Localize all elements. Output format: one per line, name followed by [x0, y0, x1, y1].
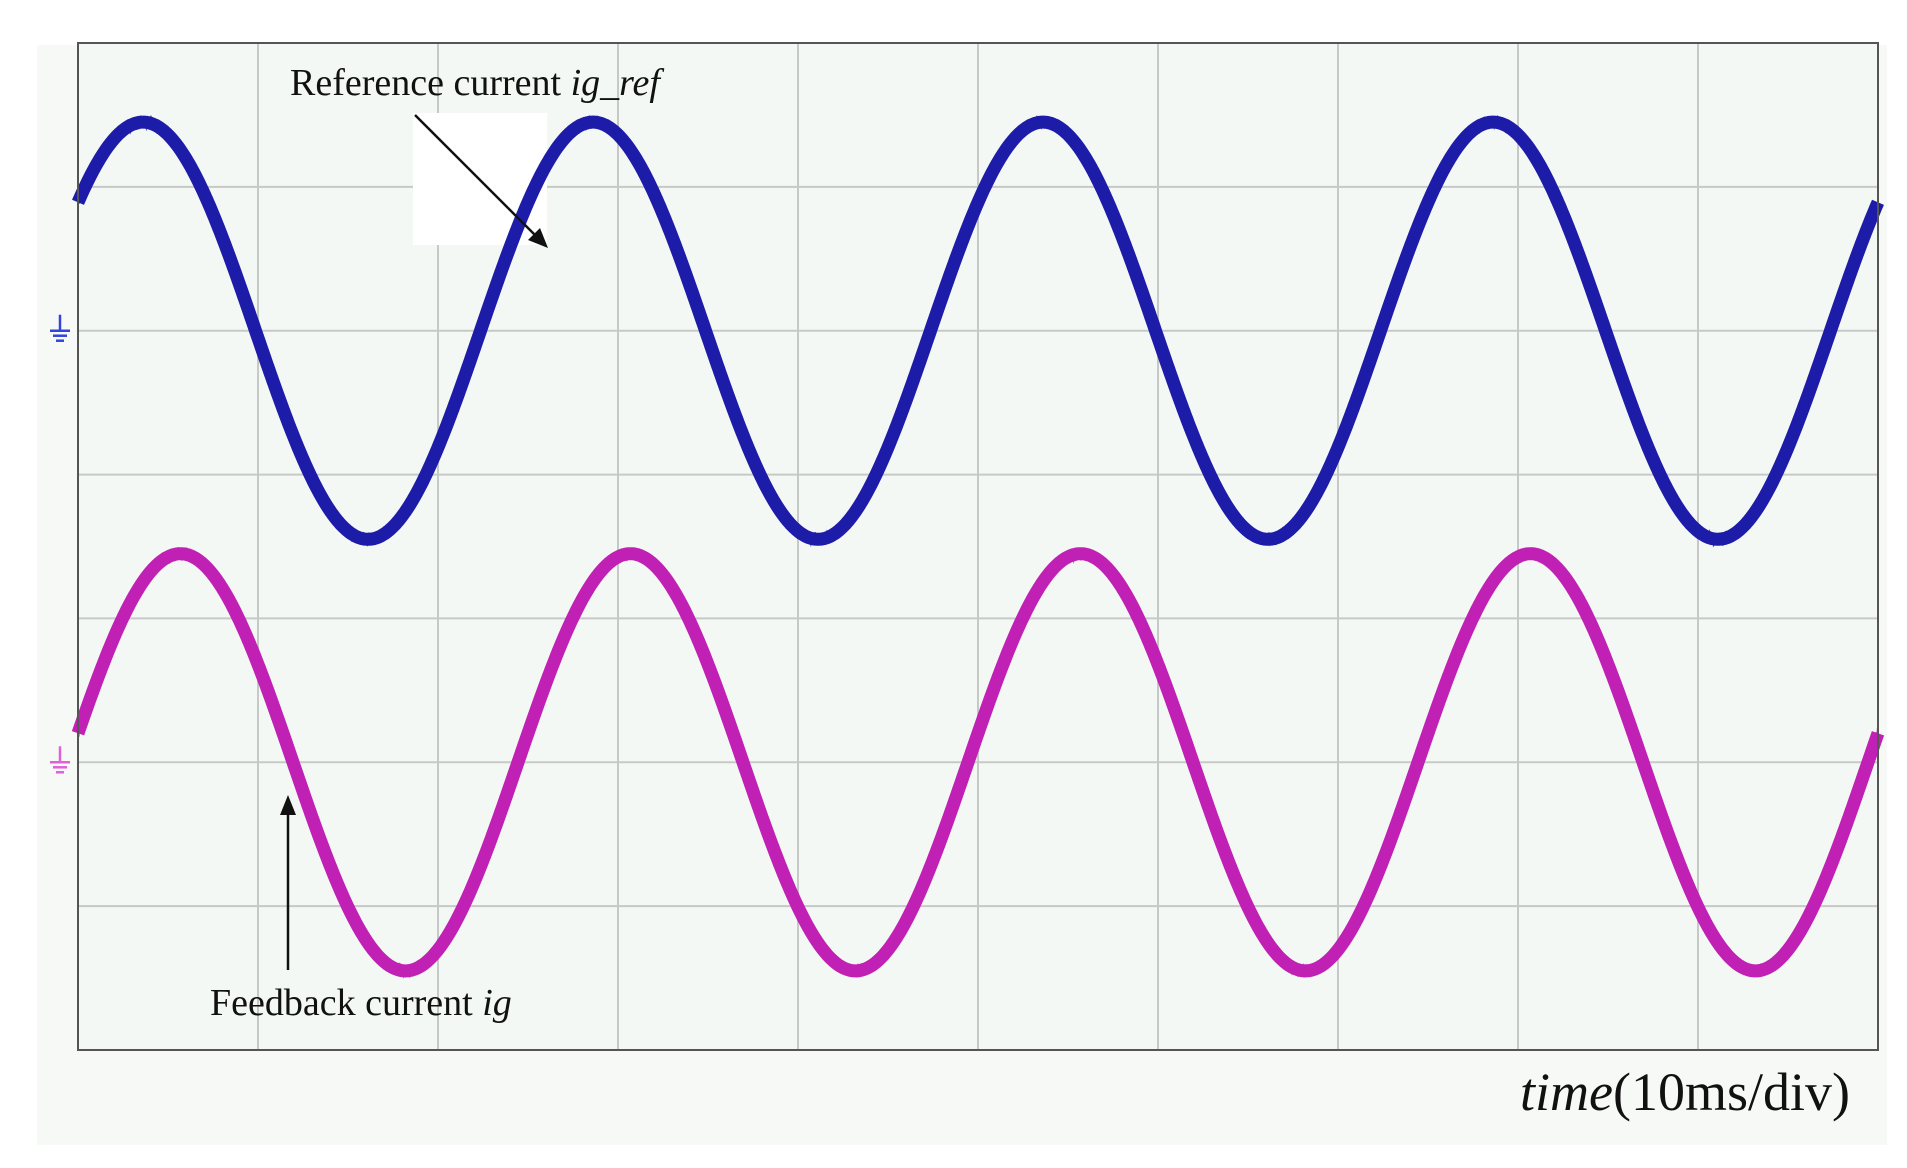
annotation-feedback: Feedback current ig — [210, 795, 512, 1024]
annotation-reference-arrow — [414, 114, 544, 244]
annotation-reference-arrowhead — [528, 228, 548, 248]
plot-frame — [77, 42, 1879, 1051]
annotation-reference: Reference current ig_ref — [290, 62, 664, 248]
annotation-reference-label: Reference current ig_ref — [290, 62, 664, 104]
ground-marker-reference-current-icon — [50, 314, 70, 342]
x-axis-label-unit: (10ms/div) — [1613, 1062, 1850, 1122]
trace-noise-reference-current — [77, 114, 1879, 548]
ground-markers — [50, 314, 70, 774]
x-axis-label: time(10ms/div) — [1520, 1062, 1850, 1122]
annotation-feedback-arrowhead — [280, 795, 296, 815]
annotation-feedback-symbol: ig — [482, 982, 512, 1024]
ground-marker-feedback-current-icon — [50, 746, 70, 774]
x-axis-label-name: time — [1520, 1062, 1613, 1122]
annotation-reference-symbol: ig_ref — [571, 62, 665, 104]
annotation-feedback-label: Feedback current ig — [210, 982, 512, 1024]
trace-noise-feedback-current — [77, 546, 1879, 979]
traces — [71, 114, 1885, 979]
